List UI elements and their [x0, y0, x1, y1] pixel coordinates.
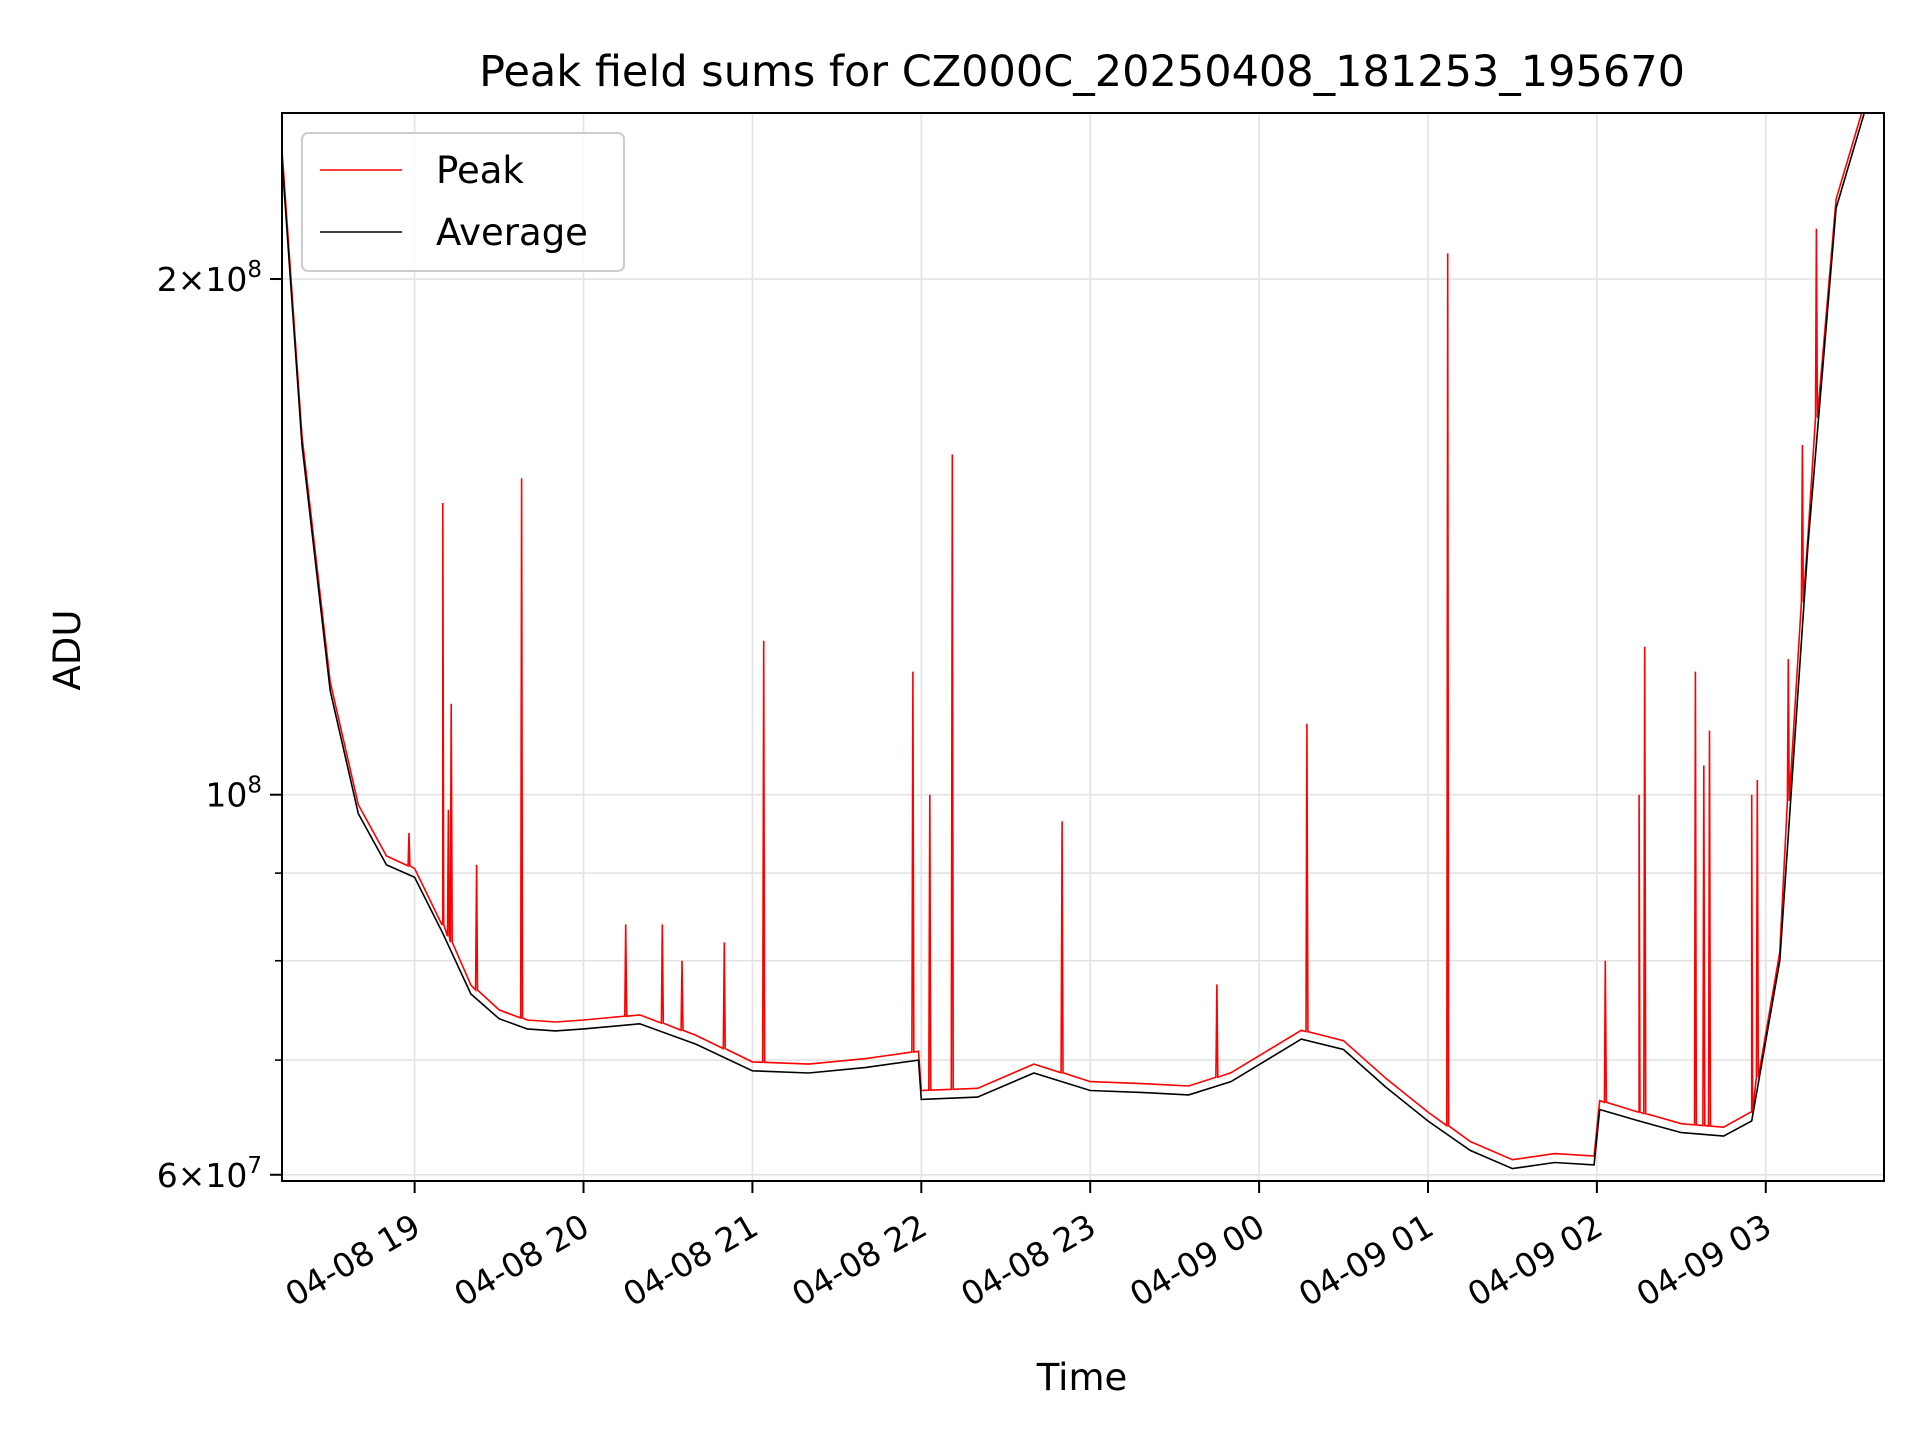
x-tick-label: 04-08 22 — [785, 1206, 933, 1314]
x-tick-label: 04-08 19 — [279, 1206, 427, 1314]
legend-label: Average — [436, 211, 588, 254]
x-tick-label: 04-08 21 — [616, 1206, 764, 1314]
x-tick-label: 04-08 23 — [954, 1206, 1102, 1314]
x-axis: 04-08 19 04-08 20 04-08 21 04-08 22 04-08 23… — [279, 1181, 1778, 1314]
x-tick-label: 04-09 01 — [1292, 1206, 1440, 1314]
y-tick-label: 2×108 — [157, 257, 262, 299]
plot-frame — [281, 112, 1885, 1182]
y-tick-label: 6×107 — [157, 1153, 262, 1195]
y-tick-label: 108 — [205, 773, 262, 815]
chart-title: Peak field sums for CZ000C_20250408_1812… — [479, 47, 1685, 97]
legend: Peak Average — [301, 132, 625, 272]
x-tick-label: 04-09 00 — [1123, 1206, 1271, 1314]
y-axis: 6×107 108 2×108 — [157, 257, 282, 1195]
series-peak-line — [282, 113, 1863, 1161]
legend-label: Peak — [436, 149, 524, 192]
x-tick-label: 04-08 20 — [448, 1206, 596, 1314]
x-axis-label: Time — [1036, 1356, 1128, 1399]
x-tick-label: 04-09 03 — [1630, 1206, 1778, 1314]
plot-area — [282, 113, 1884, 1170]
series-average-line — [282, 113, 1884, 1170]
y-axis-label: ADU — [46, 610, 89, 691]
legend-box — [301, 132, 625, 272]
grid-lines — [282, 113, 1884, 1181]
x-tick-label: 04-09 02 — [1461, 1206, 1609, 1314]
